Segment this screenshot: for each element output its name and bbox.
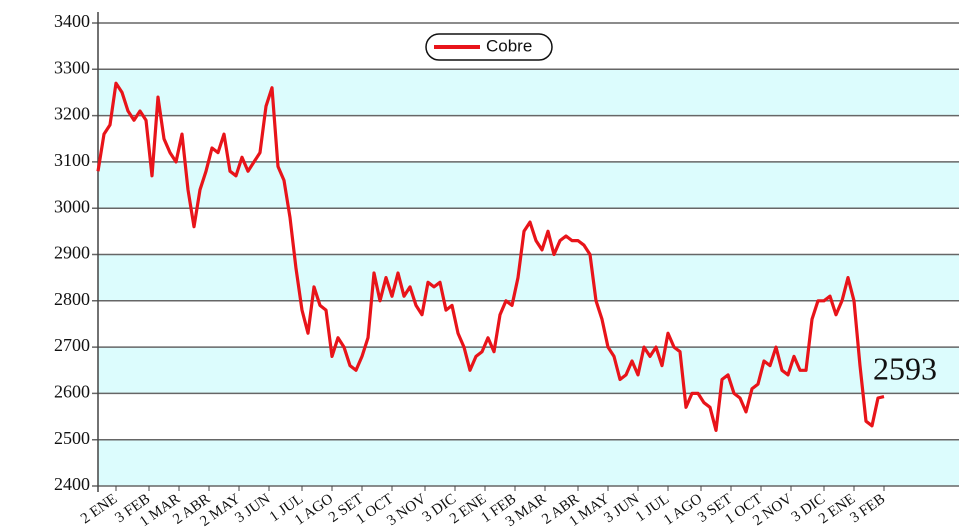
band — [98, 161, 959, 209]
x-tick-label: 3 JUN — [232, 491, 273, 526]
band — [98, 69, 959, 116]
y-tick-label: 2700 — [54, 335, 90, 355]
y-tick-label: 2500 — [54, 428, 90, 448]
plot — [96, 81, 885, 432]
background-bands — [98, 69, 959, 486]
grid — [92, 22, 959, 491]
band — [98, 254, 959, 301]
band — [98, 347, 959, 394]
legend-box — [425, 33, 553, 61]
legend: Cobre — [425, 33, 553, 61]
y-tick-label: 2400 — [54, 474, 90, 494]
band — [98, 439, 959, 486]
y-tick-label: 3000 — [54, 196, 90, 216]
y-tick-label: 2800 — [54, 289, 90, 309]
y-tick-label: 3100 — [54, 150, 90, 170]
y-tick-label: 3300 — [54, 57, 90, 77]
series-line — [96, 81, 885, 432]
y-tick-label: 2600 — [54, 382, 90, 402]
y-tick-label: 3400 — [54, 11, 90, 31]
y-tick-label: 3200 — [54, 104, 90, 124]
x-tick-label: 2 ENE — [78, 491, 120, 527]
y-tick-label: 2900 — [54, 243, 90, 263]
x-tick-label: 3 FEB — [847, 491, 888, 526]
end-annotation: 2593 — [873, 350, 937, 386]
legend-label: Cobre — [486, 36, 532, 55]
